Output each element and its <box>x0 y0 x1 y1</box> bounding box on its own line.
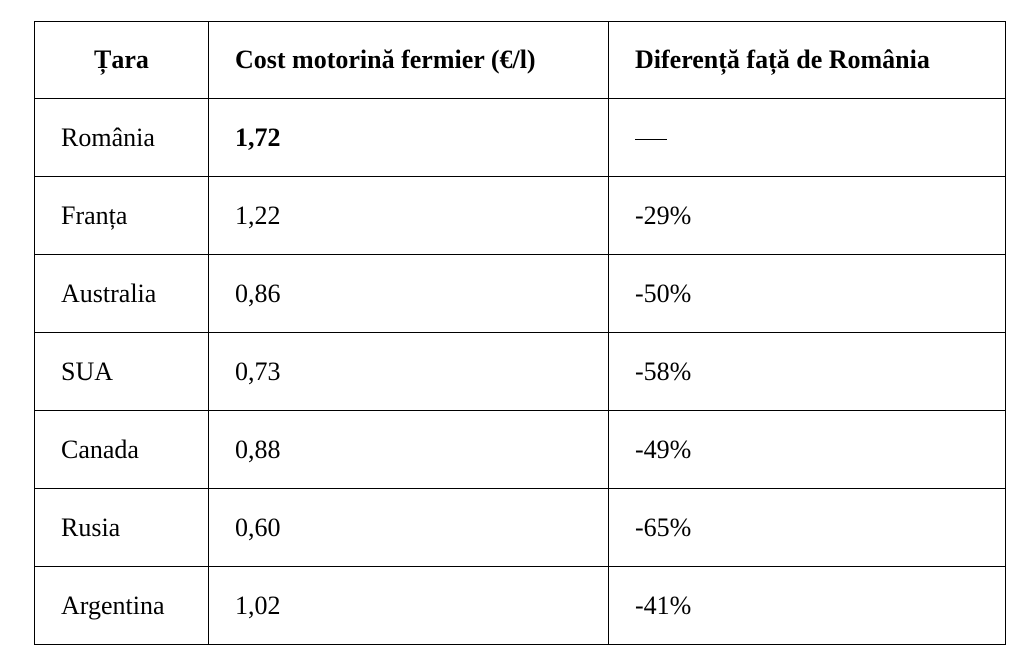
cell-diff: -41% <box>608 566 1006 645</box>
table-row: Franța 1,22 -29% <box>34 176 1006 255</box>
cell-cost: 0,73 <box>208 332 609 411</box>
cell-country: SUA <box>34 332 209 411</box>
table-row: SUA 0,73 -58% <box>34 332 1006 411</box>
table-row: Australia 0,86 -50% <box>34 254 1006 333</box>
header-diff: Diferență față de România <box>608 21 1006 99</box>
cell-diff: — <box>608 98 1006 177</box>
cell-diff: -65% <box>608 488 1006 567</box>
cell-cost: 1,72 <box>208 98 609 177</box>
cell-cost: 0,88 <box>208 410 609 489</box>
cell-country: Argentina <box>34 566 209 645</box>
cell-country: Franța <box>34 176 209 255</box>
table-row: Rusia 0,60 -65% <box>34 488 1006 567</box>
header-cost: Cost motorină fermier (€/l) <box>208 21 609 99</box>
cell-cost: 0,60 <box>208 488 609 567</box>
cell-diff: -49% <box>608 410 1006 489</box>
table-row: Argentina 1,02 -41% <box>34 566 1006 645</box>
cell-diff: -50% <box>608 254 1006 333</box>
table-row: România 1,72 — <box>34 98 1006 177</box>
cell-country: Rusia <box>34 488 209 567</box>
em-dash: — <box>635 139 667 141</box>
cell-cost: 0,86 <box>208 254 609 333</box>
header-country: Țara <box>34 21 209 99</box>
table-row: Canada 0,88 -49% <box>34 410 1006 489</box>
cell-cost: 1,22 <box>208 176 609 255</box>
cell-cost: 1,02 <box>208 566 609 645</box>
cell-country: Australia <box>34 254 209 333</box>
table-body: România 1,72 — Franța 1,22 -29% Australi… <box>34 98 1006 645</box>
header-row: Țara Cost motorină fermier (€/l) Diferen… <box>34 21 1006 99</box>
cell-country: Canada <box>34 410 209 489</box>
cell-diff: -29% <box>608 176 1006 255</box>
cell-country: România <box>34 98 209 177</box>
cell-diff: -58% <box>608 332 1006 411</box>
fuel-cost-table: Țara Cost motorină fermier (€/l) Diferen… <box>34 21 1006 645</box>
table-header: Țara Cost motorină fermier (€/l) Diferen… <box>34 21 1006 99</box>
